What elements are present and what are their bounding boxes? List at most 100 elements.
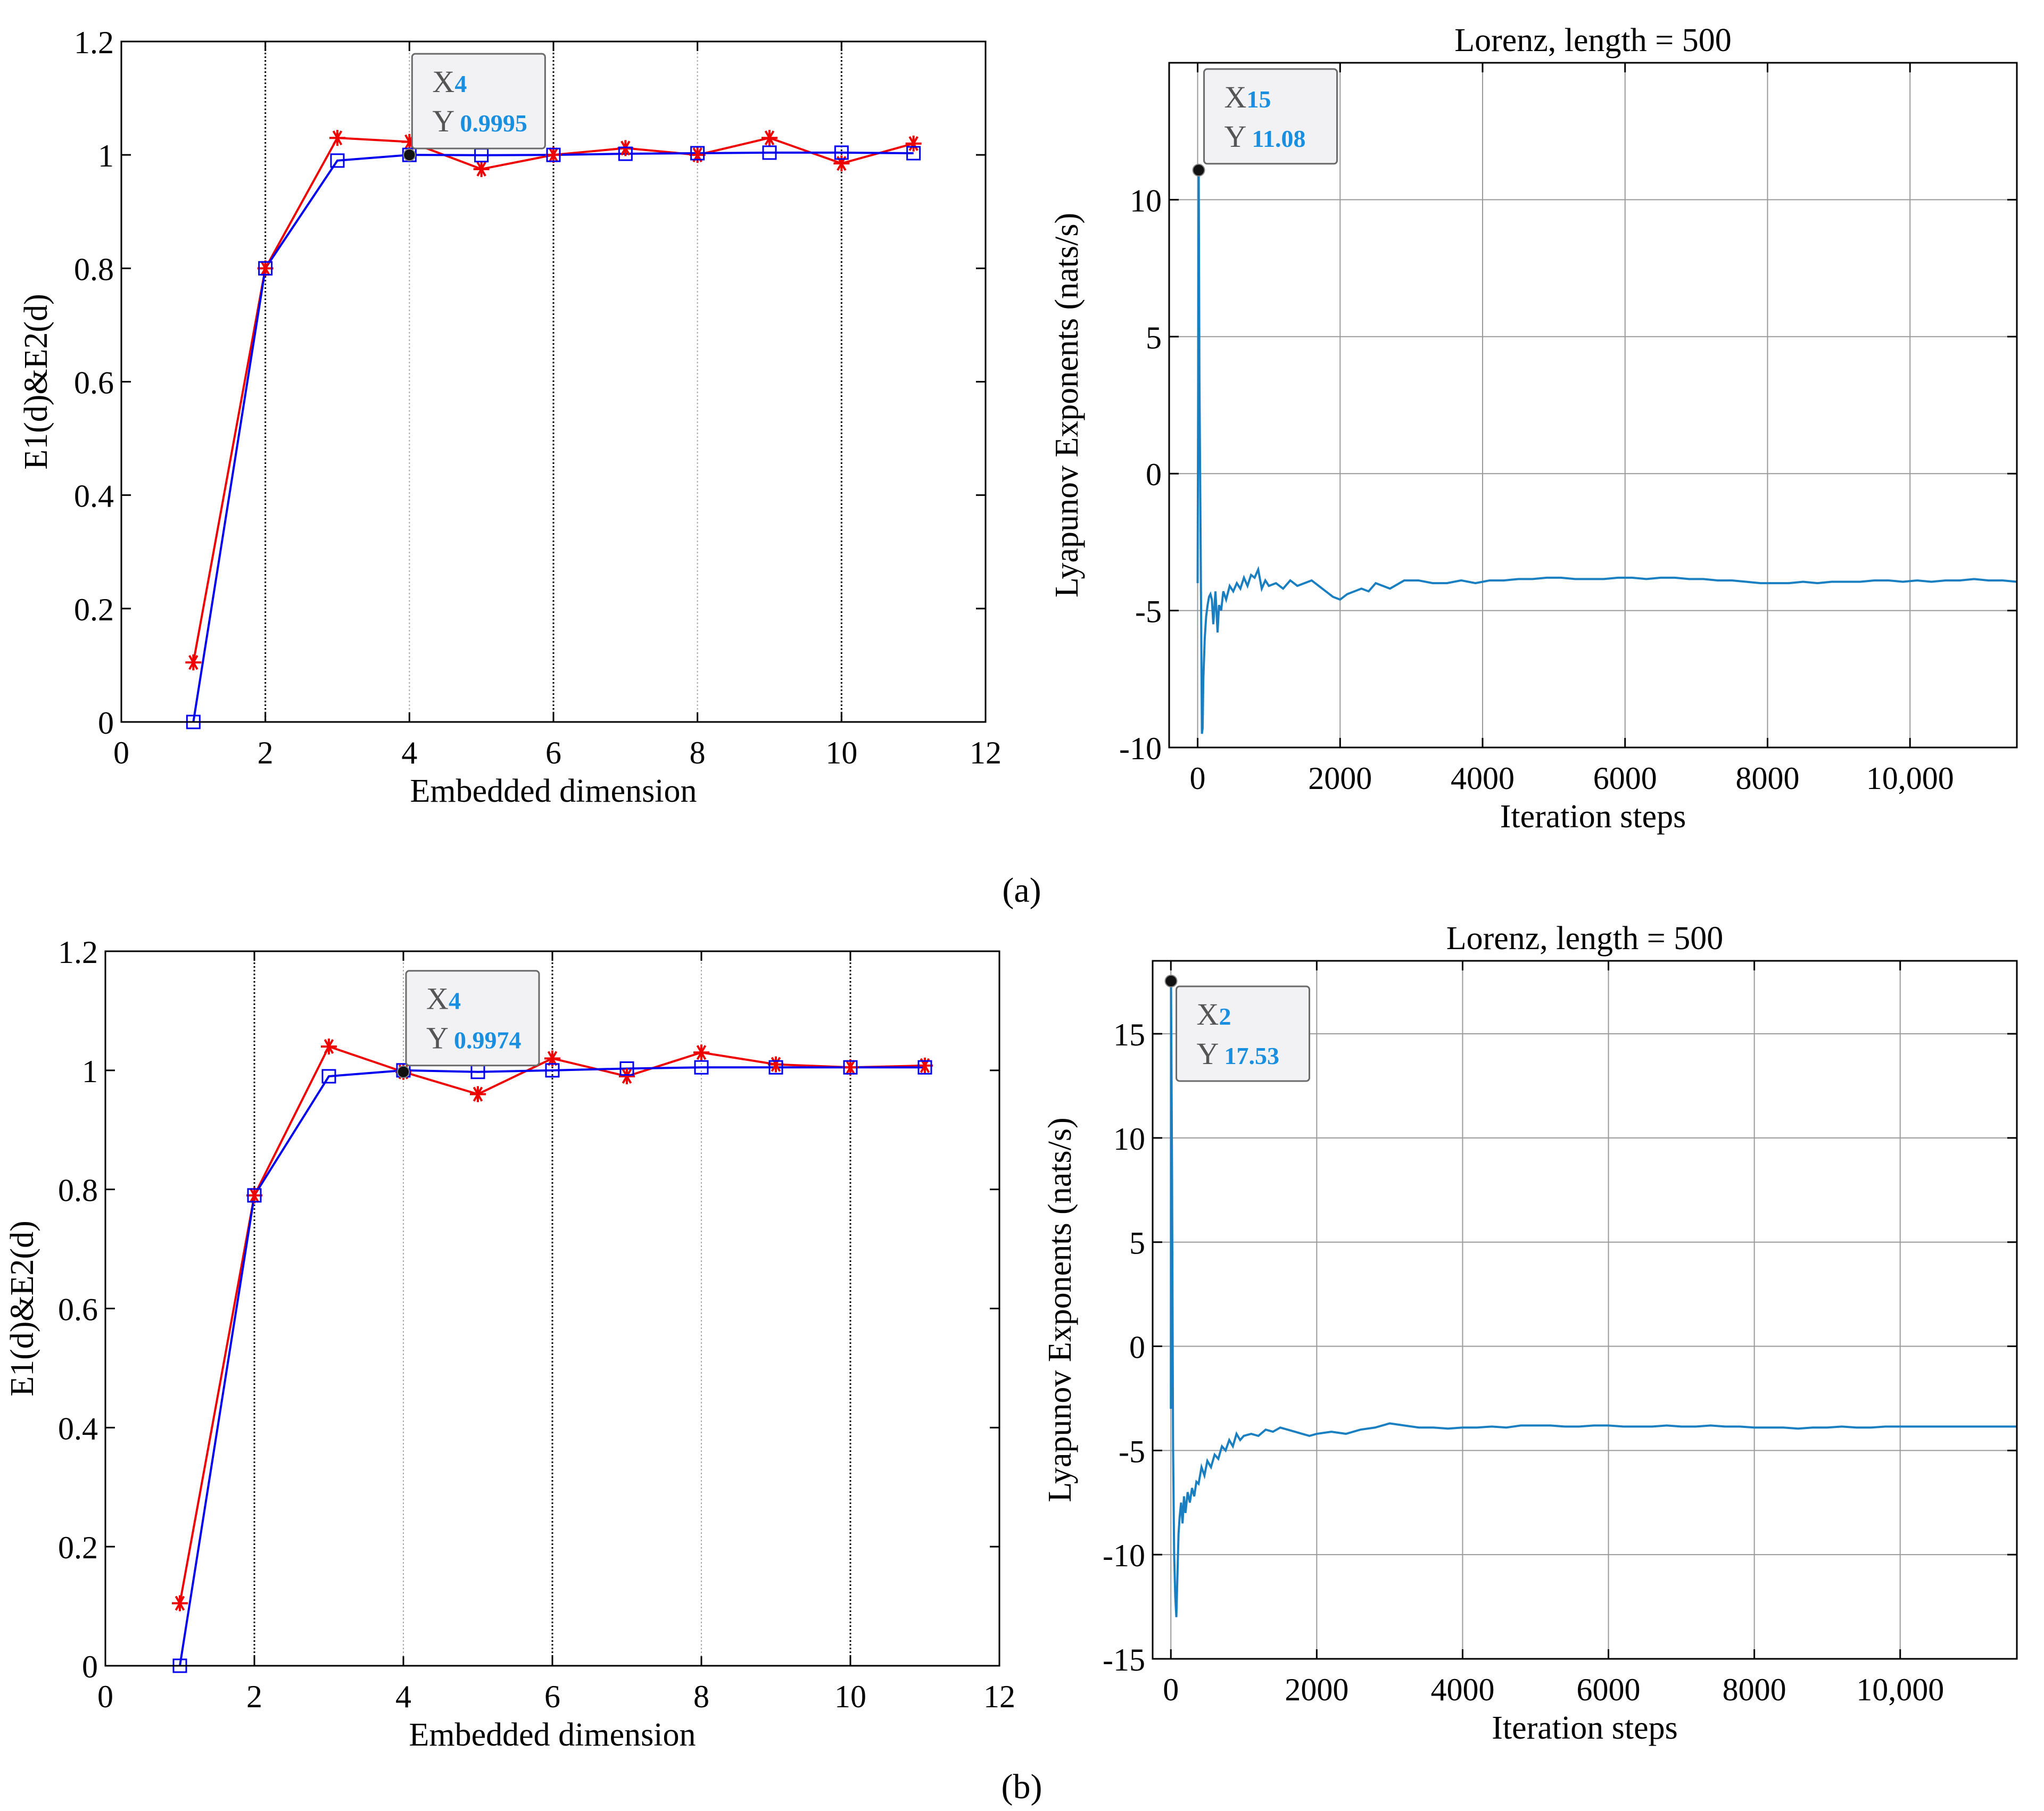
datatip-marker (1164, 974, 1178, 987)
data-point-e1 (258, 261, 273, 276)
datatip-label: X (432, 64, 454, 99)
data-point-e1 (618, 146, 633, 161)
data-point-e2 (905, 135, 922, 152)
y-tick-label: 1 (98, 138, 114, 173)
data-tip[interactable]: X 4Y 0.9995 (403, 53, 546, 162)
plot-frame (1152, 960, 2018, 1660)
data-point-e2 (544, 1050, 560, 1067)
datatip-value: 0.9974 (454, 1027, 522, 1054)
panel-b-right-chart: 0 2000 4000 6000 8000 10,000 -15 -10 -5 0 5 10 15 Lo… (1042, 920, 2018, 1746)
data-point-e2 (545, 147, 561, 163)
x-tick-label: 10 (834, 1679, 866, 1714)
panel-b-left-chart: 0 2 4 6 8 10 12 0 0.2 0.4 0.6 0.8 1 1.2 Embedded dime… (4, 935, 1015, 1753)
y-tick-label: 10 (1130, 183, 1162, 218)
x-tick-label: 6 (545, 735, 561, 770)
datatip-value: 11.08 (1252, 125, 1306, 152)
x-tick-label: 10,000 (1866, 761, 1954, 796)
x-tick-label: 10,000 (1856, 1672, 1944, 1707)
chart-y-axis-label: E1(d)&E2(d) (4, 1220, 40, 1397)
x-tick-label: 10 (825, 735, 857, 770)
y-tick-label: 0 (1129, 1330, 1145, 1365)
datatip-label: Y (1197, 1036, 1219, 1071)
y-tick-label: 0.2 (58, 1530, 98, 1565)
data-point-e2 (172, 1595, 188, 1611)
chart-title: Lorenz, length = 500 (1454, 22, 1732, 59)
data-point-e1 (321, 1069, 336, 1084)
datatip-value: 2 (1219, 1003, 1231, 1030)
chart-y-axis-label: Lyapunov Exponents (nats/s) (1042, 1117, 1078, 1502)
x-tick-label: 4 (401, 735, 417, 770)
chart-y-axis-label: E1(d)&E2(d) (18, 294, 54, 470)
datatip-box (1203, 68, 1338, 165)
y-tick-label: -15 (1103, 1642, 1145, 1677)
x-tick-label: 2000 (1308, 761, 1372, 796)
data-point-e1 (545, 1063, 560, 1078)
x-tick-label: 0 (113, 735, 129, 770)
x-tick-label: 0 (1163, 1672, 1179, 1707)
y-tick-label: 0.4 (58, 1411, 98, 1446)
data-point-e2 (321, 1039, 337, 1055)
x-tick-label: 4 (395, 1679, 411, 1714)
y-tick-label: 0.8 (74, 252, 114, 287)
x-tick-label: 8 (690, 735, 706, 770)
datatip-label: X (1224, 80, 1247, 114)
data-point-e2 (246, 1187, 262, 1203)
chart-x-axis-label: Embedded dimension (409, 1717, 696, 1753)
datatip-label: Y (432, 104, 454, 138)
chart-x-axis-label: Embedded dimension (410, 773, 697, 809)
chart-y-axis-label: Lyapunov Exponents (nats/s) (1049, 213, 1085, 597)
caption-b: (b) (1002, 1767, 1042, 1806)
y-tick-label: -10 (1119, 731, 1162, 766)
data-point-e2 (185, 654, 202, 671)
x-tick-label: 0 (97, 1679, 113, 1714)
data-point-e2 (329, 130, 345, 146)
series-line-lyapunov (1196, 170, 2017, 734)
datatip-label: Y (426, 1021, 449, 1056)
datatip-label: X (1197, 997, 1219, 1032)
data-point-e1 (546, 147, 561, 162)
caption-a: (a) (1002, 871, 1041, 910)
y-tick-label: 0 (98, 705, 114, 741)
data-tip[interactable]: X 15Y 11.08 (1192, 68, 1338, 177)
x-tick-label: 2 (246, 1679, 262, 1714)
datatip-box (1176, 985, 1311, 1082)
data-point-e1 (917, 1060, 932, 1075)
y-tick-label: 0.2 (74, 592, 114, 627)
y-tick-label: 1.2 (74, 25, 114, 60)
plot-frame (1168, 62, 2018, 749)
y-tick-label: 5 (1146, 320, 1162, 355)
data-tip[interactable]: X 2Y 17.53 (1164, 974, 1311, 1082)
y-tick-label: 15 (1113, 1017, 1145, 1052)
x-tick-label: 8000 (1735, 761, 1799, 796)
y-tick-label: 0 (82, 1649, 98, 1684)
y-tick-label: 1.2 (58, 935, 98, 970)
data-point-e2 (473, 161, 490, 177)
data-point-e1 (247, 1188, 262, 1203)
data-point-e1 (330, 153, 345, 168)
datatip-value: 4 (454, 70, 467, 97)
datatip-box (405, 970, 540, 1067)
panel-a-right-chart: 0 2000 4000 6000 8000 10,000 -10 -5 0 5 10 Lorenz,… (1049, 22, 2018, 835)
data-point-e2 (257, 260, 274, 277)
datatip-value: 15 (1247, 86, 1271, 113)
data-point-e2 (762, 130, 777, 146)
data-point-e1 (694, 1060, 709, 1075)
x-tick-label: 4000 (1430, 1672, 1494, 1707)
data-point-e1 (834, 145, 849, 160)
data-point-e2 (693, 1044, 709, 1061)
x-tick-label: 2 (258, 735, 274, 770)
datatip-marker (403, 148, 416, 162)
y-tick-label: 1 (82, 1054, 98, 1089)
data-point-e1 (768, 1060, 783, 1075)
y-tick-label: -5 (1135, 594, 1162, 629)
y-tick-label: 0.8 (58, 1173, 98, 1208)
data-point-e1 (906, 146, 921, 161)
datatip-value: 0.9995 (460, 110, 527, 137)
data-tip[interactable]: X 4Y 0.9974 (397, 970, 540, 1078)
series-line-e1d (179, 1066, 925, 1666)
x-tick-label: 6 (544, 1679, 560, 1714)
x-tick-label: 6000 (1577, 1672, 1641, 1707)
y-tick-label: 10 (1113, 1122, 1145, 1157)
datatip-value: 17.53 (1224, 1042, 1280, 1069)
